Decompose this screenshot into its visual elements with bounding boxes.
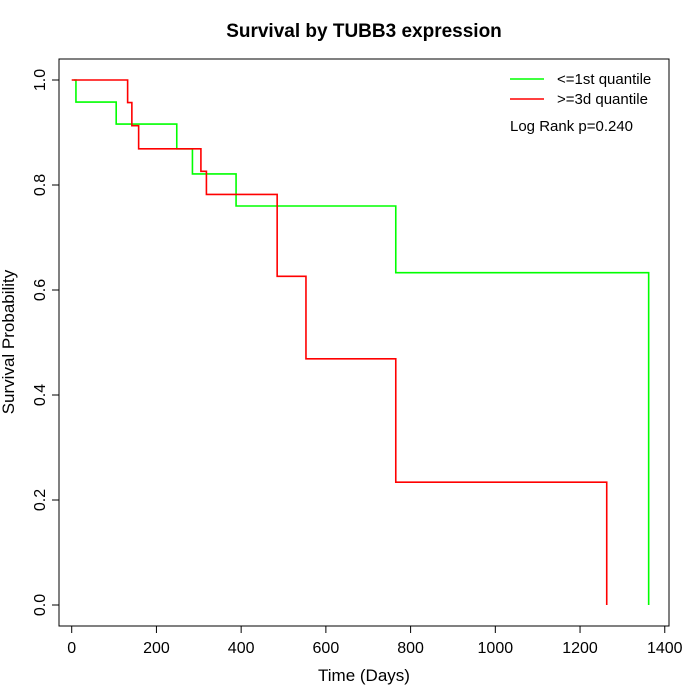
survival-curve: [73, 79, 650, 605]
x-tick-label: 400: [228, 640, 255, 657]
x-tick-label: 1000: [478, 640, 514, 657]
x-axis: 0 200 400 600 800 1000 1200 1400: [67, 625, 683, 657]
x-tick-label: 600: [313, 640, 340, 657]
x-tick-label: 200: [143, 640, 170, 657]
legend-label: >=3d quantile: [557, 91, 648, 108]
y-tick-label: 0.2: [32, 489, 49, 511]
legend-label: <=1st quantile: [557, 71, 651, 88]
logrank-annotation: Log Rank p=0.240: [510, 118, 633, 135]
y-axis: 0.0 0.2 0.4 0.6 0.8 1.0: [32, 69, 60, 616]
x-tick-label: 800: [397, 640, 424, 657]
y-tick-label: 0.4: [32, 384, 49, 406]
y-tick-label: 1.0: [32, 69, 49, 91]
plot-frame: [58, 58, 670, 627]
y-tick-label: 0.8: [32, 174, 49, 196]
legend: <=1st quantile >=3d quantile: [510, 71, 651, 108]
x-tick-label: 0: [67, 640, 76, 657]
y-axis-label: Survival Probability: [0, 269, 18, 414]
x-tick-label: 1200: [562, 640, 598, 657]
chart-title: Survival by TUBB3 expression: [226, 21, 502, 42]
x-tick-label: 1400: [647, 640, 683, 657]
series-layer: [71, 79, 650, 605]
y-tick-label: 0.6: [32, 279, 49, 301]
x-axis-label: Time (Days): [318, 666, 410, 685]
y-tick-label: 0.0: [32, 594, 49, 616]
survival-curve: [71, 79, 608, 605]
